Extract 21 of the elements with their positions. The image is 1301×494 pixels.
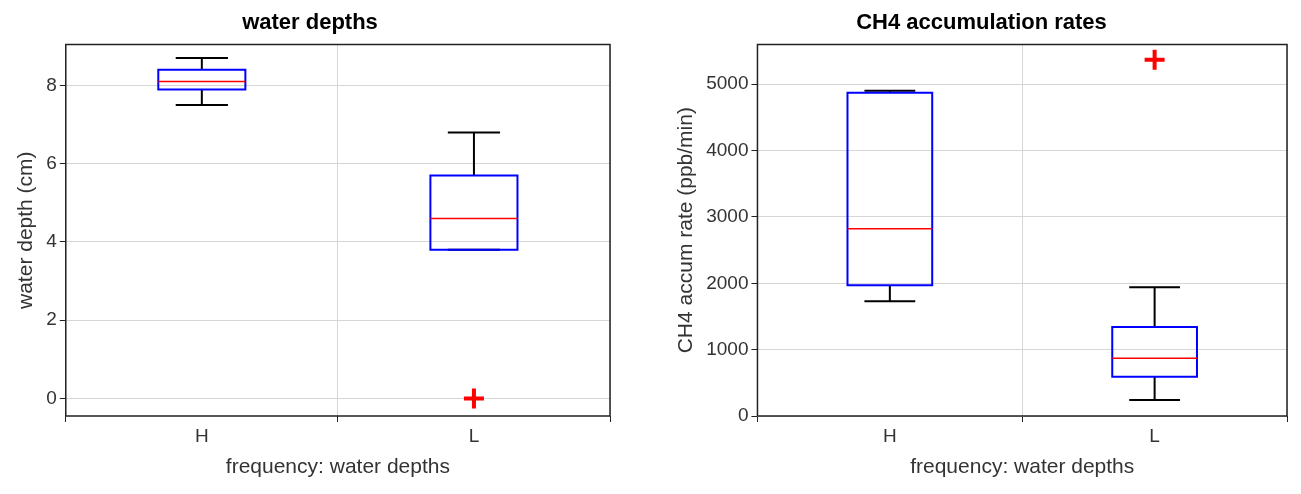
- y-tick-label: 0: [46, 386, 57, 408]
- x-axis-title: frequency: water depths: [910, 454, 1135, 478]
- y-tick-label: 2000: [706, 271, 749, 293]
- y-tick-label: 4000: [706, 138, 749, 160]
- y-tick-label: 0: [737, 404, 749, 426]
- y-tick-label: 4: [46, 230, 58, 252]
- y-axis-title: CH4 accum rate (ppb/min): [673, 107, 697, 354]
- chart-title: water depths: [241, 9, 378, 35]
- y-tick-label: 2: [46, 308, 57, 330]
- x-tick-label: L: [468, 424, 480, 446]
- y-tick-label: 1000: [706, 337, 749, 359]
- y-tick-label: 8: [46, 73, 57, 95]
- y-tick-label: 3000: [706, 205, 749, 227]
- x-tick-label: H: [194, 424, 209, 446]
- chart-title: CH4 accumulation rates: [856, 9, 1107, 35]
- x-axis-title: frequency: water depths: [225, 454, 450, 478]
- y-axis-title: water depth (cm): [13, 151, 37, 310]
- x-tick-label: L: [1149, 424, 1160, 446]
- y-tick-label: 5000: [706, 72, 749, 94]
- y-tick-label: 6: [46, 151, 57, 173]
- x-tick-label: H: [882, 424, 897, 446]
